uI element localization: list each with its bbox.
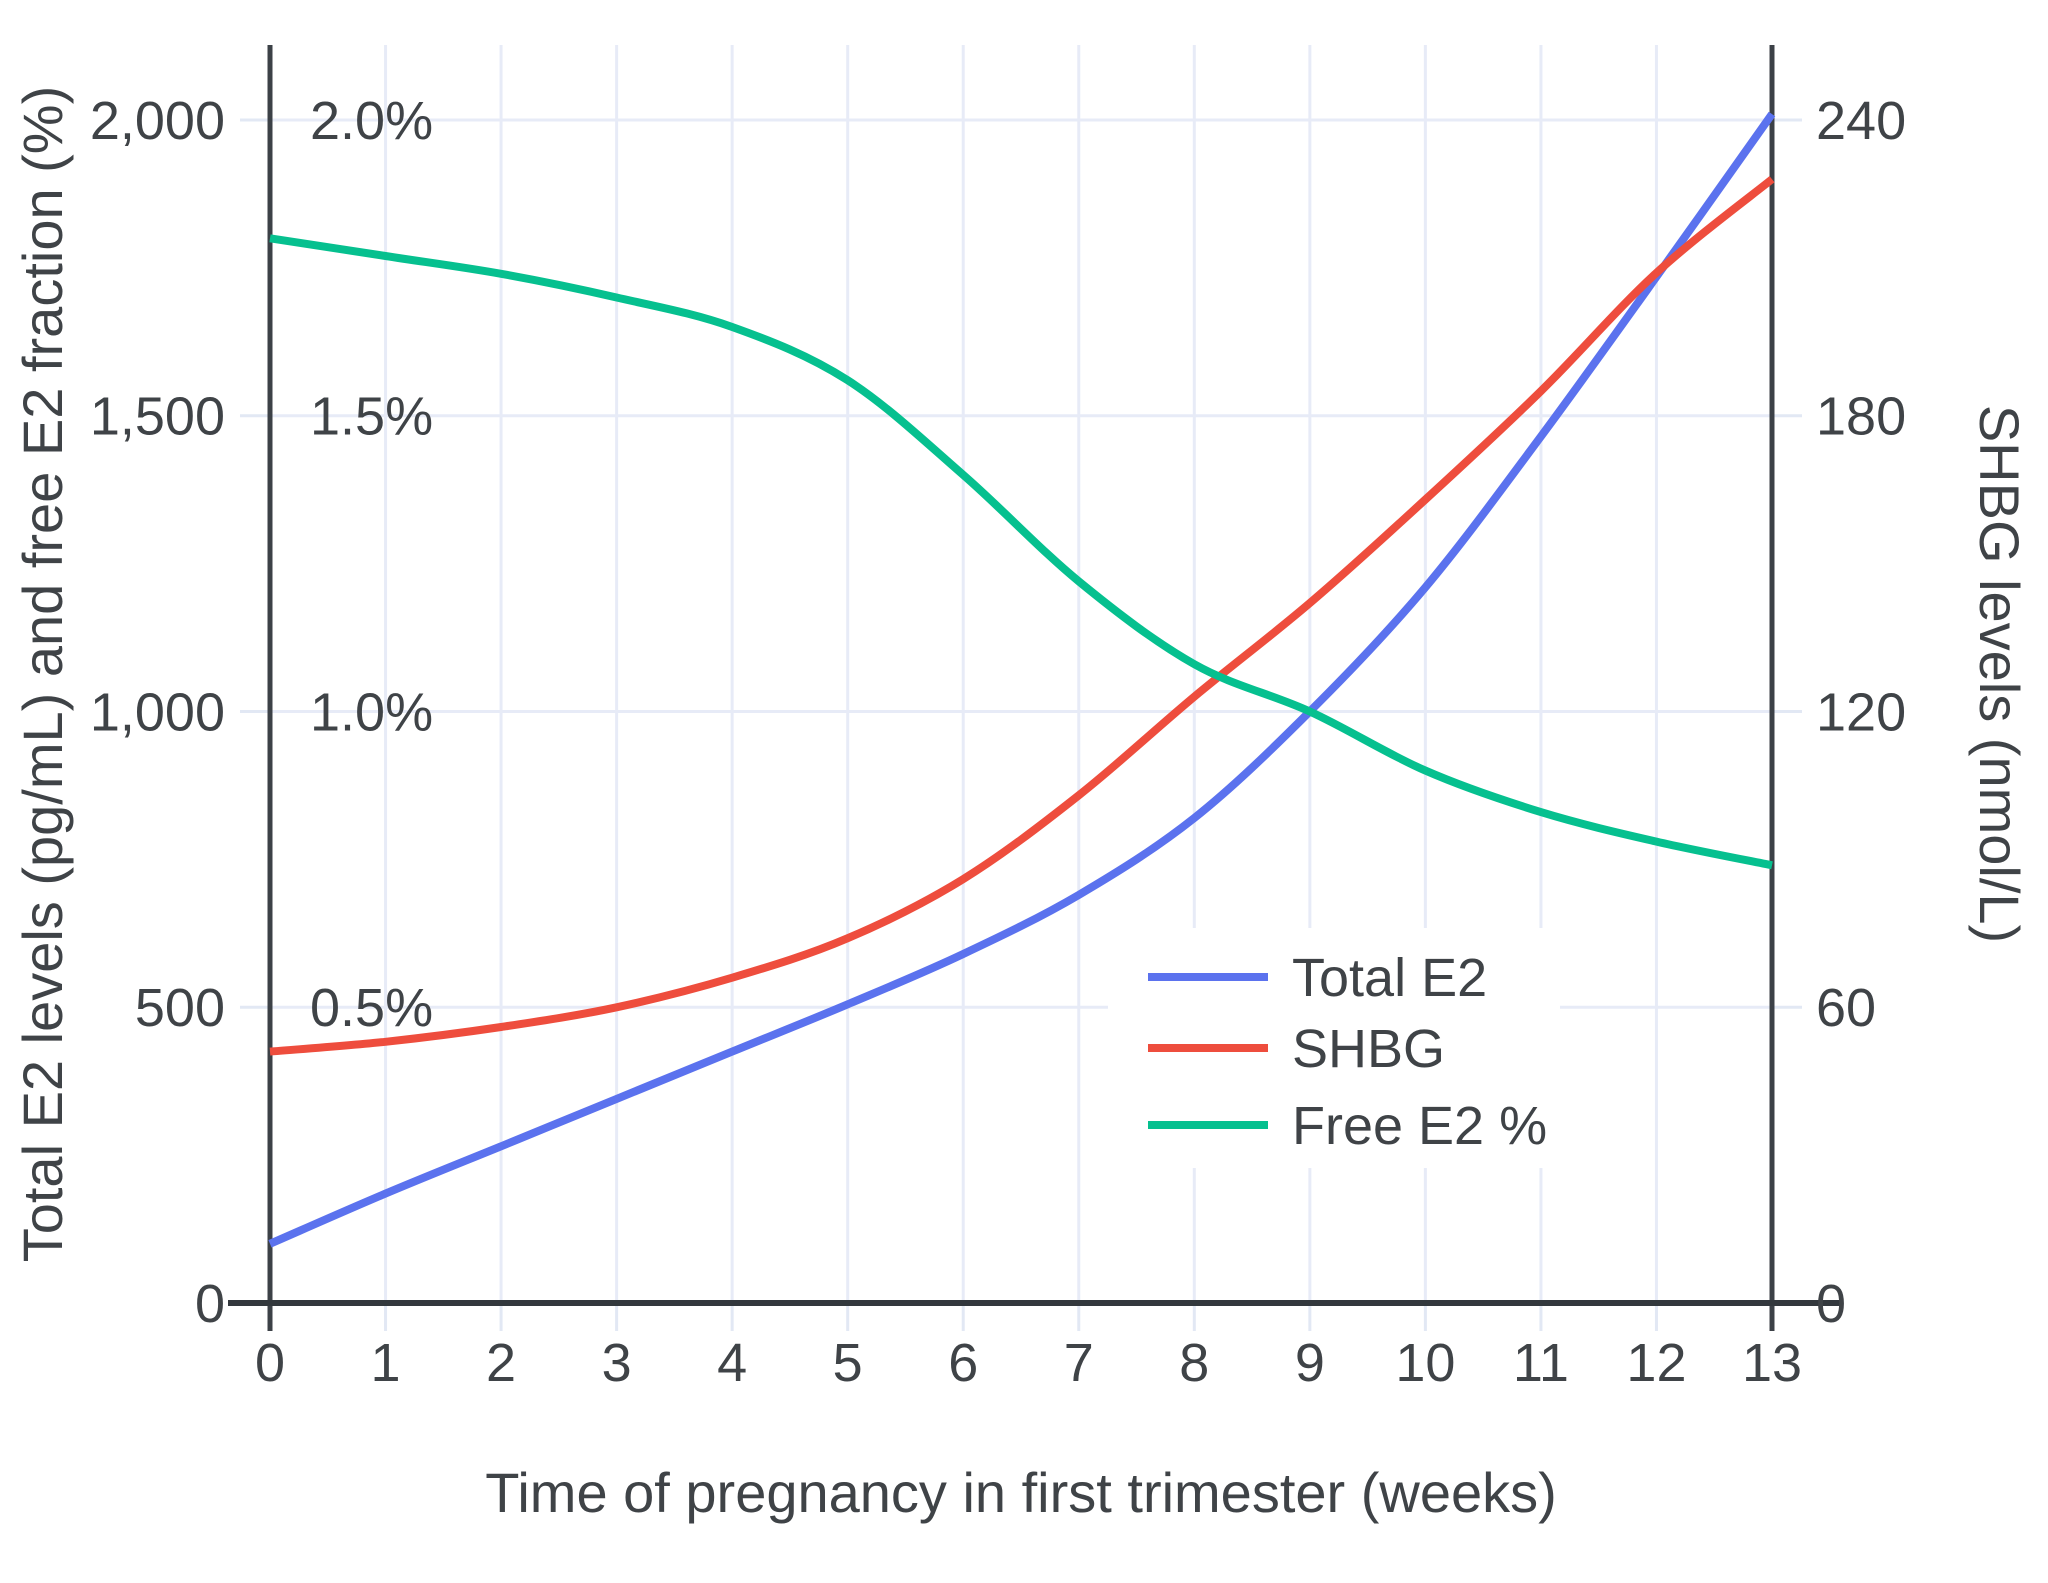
y-tick-label-left-2000: 2,000 bbox=[90, 91, 225, 151]
x-tick-label-4: 4 bbox=[717, 1333, 747, 1393]
y-tick-label-percent-1.0%: 1.0% bbox=[310, 682, 433, 742]
y-tick-label-left-0: 0 bbox=[195, 1274, 225, 1334]
y-tick-label-right-120: 120 bbox=[1816, 682, 1906, 742]
tick-stubs bbox=[240, 118, 1802, 1331]
x-tick-label-6: 6 bbox=[948, 1333, 978, 1393]
legend: Total E2 SHBG Free E2 % bbox=[1108, 928, 1560, 1168]
axes bbox=[228, 45, 1840, 1331]
y-tick-label-left-500: 500 bbox=[135, 978, 225, 1038]
legend-label-shbg: SHBG bbox=[1292, 1019, 1445, 1079]
x-tick-label-7: 7 bbox=[1064, 1333, 1094, 1393]
y-tick-label-percent-0.5%: 0.5% bbox=[310, 978, 433, 1038]
x-tick-label-9: 9 bbox=[1295, 1333, 1325, 1393]
y-tick-label-percent-2.0%: 2.0% bbox=[310, 91, 433, 151]
x-tick-label-11: 11 bbox=[1513, 1333, 1569, 1393]
x-tick-label-5: 5 bbox=[833, 1333, 863, 1393]
legend-item-shbg: SHBG bbox=[1148, 1019, 1445, 1079]
x-tick-label-13: 13 bbox=[1742, 1333, 1802, 1393]
y-tick-label-left-1500: 1,500 bbox=[90, 387, 225, 447]
x-tick-label-2: 2 bbox=[486, 1333, 516, 1393]
tick-labels: 05001,0001,5002,0000.5%1.0%1.5%2.0%06012… bbox=[90, 91, 1906, 1393]
legend-label-free-e2: Free E2 % bbox=[1292, 1096, 1547, 1156]
y-tick-label-right-240: 240 bbox=[1816, 91, 1906, 151]
series-line-shbg bbox=[269, 176, 1775, 1056]
x-tick-label-3: 3 bbox=[602, 1333, 632, 1393]
y-tick-label-right-60: 60 bbox=[1816, 978, 1876, 1038]
legend-item-total-e2: Total E2 bbox=[1148, 948, 1487, 1008]
legend-item-free-e2: Free E2 % bbox=[1148, 1096, 1547, 1156]
x-tick-label-0: 0 bbox=[255, 1333, 285, 1393]
y-tick-label-percent-1.5%: 1.5% bbox=[310, 387, 433, 447]
y-tick-label-right-180: 180 bbox=[1816, 387, 1906, 447]
legend-label-total-e2: Total E2 bbox=[1292, 948, 1487, 1008]
series-line-total-e2 bbox=[268, 111, 1776, 1248]
x-tick-label-12: 12 bbox=[1626, 1333, 1686, 1393]
x-tick-label-10: 10 bbox=[1395, 1333, 1455, 1393]
left-axis-title: Total E2 levels (pg/mL) and free E2 frac… bbox=[11, 86, 74, 1263]
x-tick-label-1: 1 bbox=[371, 1333, 401, 1393]
y-tick-label-left-1000: 1,000 bbox=[90, 682, 225, 742]
series-lines bbox=[268, 111, 1776, 1248]
y-tick-label-right-0: 0 bbox=[1816, 1274, 1846, 1334]
right-axis-title: SHBG levels (nmol/L) bbox=[1968, 405, 2031, 943]
series-line-free-e2 bbox=[269, 234, 1773, 870]
x-tick-label-8: 8 bbox=[1179, 1333, 1209, 1393]
x-axis-title: Time of pregnancy in first trimester (we… bbox=[485, 1461, 1557, 1524]
